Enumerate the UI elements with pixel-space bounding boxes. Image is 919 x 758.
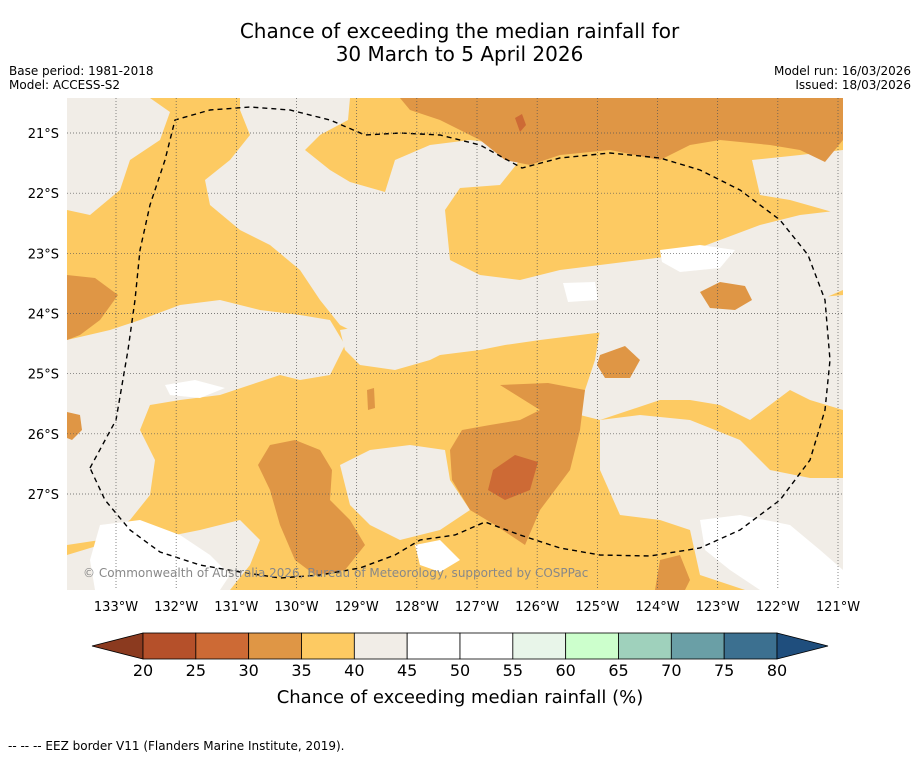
colorbar-segment — [618, 632, 672, 660]
colorbar-segment — [512, 632, 567, 660]
grid-lines — [67, 98, 843, 590]
colorbar-tick-label: 65 — [608, 661, 628, 680]
lat-tick-label: 25°S — [28, 368, 59, 383]
colorbar-segment — [670, 632, 725, 660]
lon-tick-label: 132°W — [154, 600, 198, 615]
region-30-35-west — [67, 275, 118, 340]
issued-label: Issued: 18/03/2026 — [795, 78, 911, 92]
colorbar-tick-label: 80 — [767, 661, 787, 680]
base-period-label: Base period: 1981-2018 — [9, 64, 154, 78]
model-label: Model: ACCESS-S2 — [9, 78, 121, 92]
lon-tick-label: 121°W — [816, 600, 860, 615]
region-40-45-east-mid — [580, 295, 843, 420]
colorbar-segment — [459, 632, 514, 660]
region-45-55-south-west — [90, 520, 230, 590]
colorbar-tick-label: 55 — [503, 661, 523, 680]
colorbar-segment — [565, 632, 619, 660]
colorbar-segment — [353, 632, 408, 660]
lon-tick-label: 126°W — [515, 600, 559, 615]
lon-tick-label: 124°W — [635, 600, 679, 615]
lat-tick-label: 23°S — [28, 247, 59, 262]
region-30-35-center-east — [597, 346, 640, 378]
region-45-55-center-small — [563, 282, 598, 302]
region-30-35-east — [700, 282, 752, 310]
region-30-35-center-dot — [367, 388, 375, 410]
region-45-55-west-small — [165, 380, 225, 398]
region-30-35-southwest — [258, 440, 365, 575]
colorbar-tick-label: 20 — [133, 661, 153, 680]
region-40-45-south-center — [340, 445, 470, 540]
region-45-55-south-mid — [415, 540, 460, 572]
colorbar-tick-label: 50 — [450, 661, 470, 680]
lon-tick-label: 129°W — [335, 600, 379, 615]
lon-tick-label: 122°W — [756, 600, 800, 615]
region-30-35-south-bottom — [655, 555, 690, 590]
region-25-30-south-central — [488, 455, 538, 500]
region-40-45-east-top — [752, 150, 843, 215]
colorbar-segment — [142, 632, 197, 660]
colorbar-tick-label: 30 — [238, 661, 258, 680]
lat-tick-label: 26°S — [28, 428, 59, 443]
lon-tick-label: 133°W — [94, 600, 138, 615]
colorbar-segment — [195, 632, 250, 660]
lat-tick-label: 27°S — [28, 488, 59, 503]
chart-title-line-2: 30 March to 5 April 2026 — [335, 42, 584, 66]
colorbar-tick-label: 45 — [397, 661, 417, 680]
colorbar-tick-label: 35 — [291, 661, 311, 680]
lon-tick-label: 128°W — [395, 600, 439, 615]
colorbar-tick-label: 75 — [714, 661, 734, 680]
lat-tick-label: 21°S — [28, 127, 59, 142]
lon-tick-label: 125°W — [575, 600, 619, 615]
map-field — [67, 98, 843, 590]
region-30-35-northeast — [400, 98, 843, 165]
colorbar-segment — [248, 632, 302, 660]
eez-border — [89, 106, 831, 579]
eez-footnote: -- -- -- EEZ border V11 (Flanders Marine… — [8, 739, 345, 753]
colorbar-tick-label: 60 — [555, 661, 575, 680]
colorbar-segment — [723, 632, 778, 660]
longitude-axis: 133°W 132°W 131°W 130°W 129°W 128°W 127°W 126°W… — [94, 600, 860, 615]
region-40-45-west-mid — [67, 300, 345, 545]
model-run-label: Model run: 16/03/2026 — [773, 64, 911, 78]
region-45-55-north-right — [660, 245, 735, 272]
colorbar-segment — [301, 632, 355, 660]
colorbar: 20 25 30 35 40 45 50 55 60 65 70 75 80 — [91, 632, 829, 680]
region-25-30-north-small — [515, 114, 526, 132]
lat-tick-label: 24°S — [28, 308, 59, 323]
lon-tick-label: 127°W — [455, 600, 499, 615]
colorbar-tick-label: 40 — [344, 661, 364, 680]
region-40-45-center-band — [340, 280, 500, 370]
colorbar-extend-high — [776, 632, 829, 660]
latitude-axis: 21°S 22°S 23°S 24°S 25°S 26°S 27°S — [28, 127, 59, 503]
region-30-35-west-low — [67, 412, 82, 440]
lat-tick-label: 22°S — [28, 187, 59, 202]
region-40-45-north-central — [205, 98, 843, 355]
chart-title-line-1: Chance of exceeding the median rainfall … — [239, 19, 680, 43]
region-40-45-northwest — [67, 98, 170, 215]
lon-tick-label: 130°W — [274, 600, 318, 615]
colorbar-tick-label: 70 — [661, 661, 681, 680]
lon-tick-label: 123°W — [696, 600, 740, 615]
colorbar-label: Chance of exceeding median rainfall (%) — [277, 687, 644, 708]
colorbar-extend-low — [91, 632, 144, 660]
colorbar-tick-label: 25 — [186, 661, 206, 680]
colorbar-segment — [406, 632, 461, 660]
region-45-55-south-east — [700, 515, 843, 590]
copyright-text: © Commonwealth of Australia 2026, Bureau… — [83, 566, 588, 580]
lon-tick-label: 131°W — [214, 600, 258, 615]
